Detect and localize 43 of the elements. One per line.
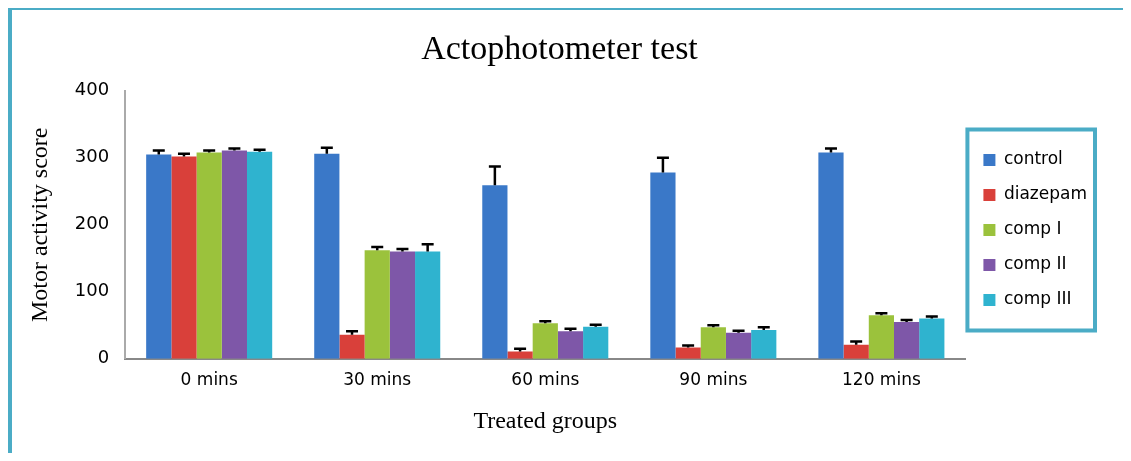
bar	[650, 172, 676, 359]
legend-label: comp I	[1003, 218, 1062, 239]
x-axis-title: Treated groups	[473, 406, 618, 433]
bar	[246, 151, 273, 359]
bar	[751, 329, 777, 359]
legend-label: control	[1003, 148, 1063, 169]
x-tick-label: 30 mins	[343, 369, 412, 390]
bar	[557, 331, 584, 359]
legend-label: comp III	[1003, 288, 1072, 309]
bar	[364, 250, 390, 359]
legend-label: comp II	[1003, 253, 1067, 274]
bar	[339, 334, 365, 359]
bar	[196, 152, 222, 359]
bar	[700, 327, 726, 359]
x-tick-label: 60 mins	[511, 369, 580, 390]
x-tick-label: 120 mins	[842, 369, 921, 390]
bar	[868, 315, 894, 359]
bar	[415, 251, 441, 359]
bar	[843, 344, 869, 359]
bar	[389, 251, 416, 359]
bar	[725, 332, 752, 359]
bar	[314, 153, 340, 359]
y-tick-label: 200	[74, 212, 110, 234]
bar	[894, 321, 920, 359]
y-axis-title: Motor activity score	[25, 127, 52, 323]
legend-label: diazepam	[1003, 183, 1088, 204]
bar	[171, 156, 197, 359]
bar	[583, 326, 609, 359]
y-tick-label: 0	[97, 346, 110, 368]
bar	[482, 185, 508, 359]
y-tick-label: 300	[74, 145, 110, 167]
bar	[146, 154, 172, 359]
bar	[507, 351, 533, 359]
chart-title: Actophotometer test	[421, 29, 699, 67]
x-tick-label: 0 mins	[180, 369, 238, 390]
bar	[221, 150, 247, 359]
bar	[919, 318, 945, 359]
y-tick-label: 400	[74, 78, 110, 100]
y-tick-label: 100	[74, 279, 110, 301]
bar	[818, 152, 844, 359]
bar	[532, 323, 558, 359]
bar	[675, 347, 701, 359]
x-tick-label: 90 mins	[679, 369, 748, 390]
